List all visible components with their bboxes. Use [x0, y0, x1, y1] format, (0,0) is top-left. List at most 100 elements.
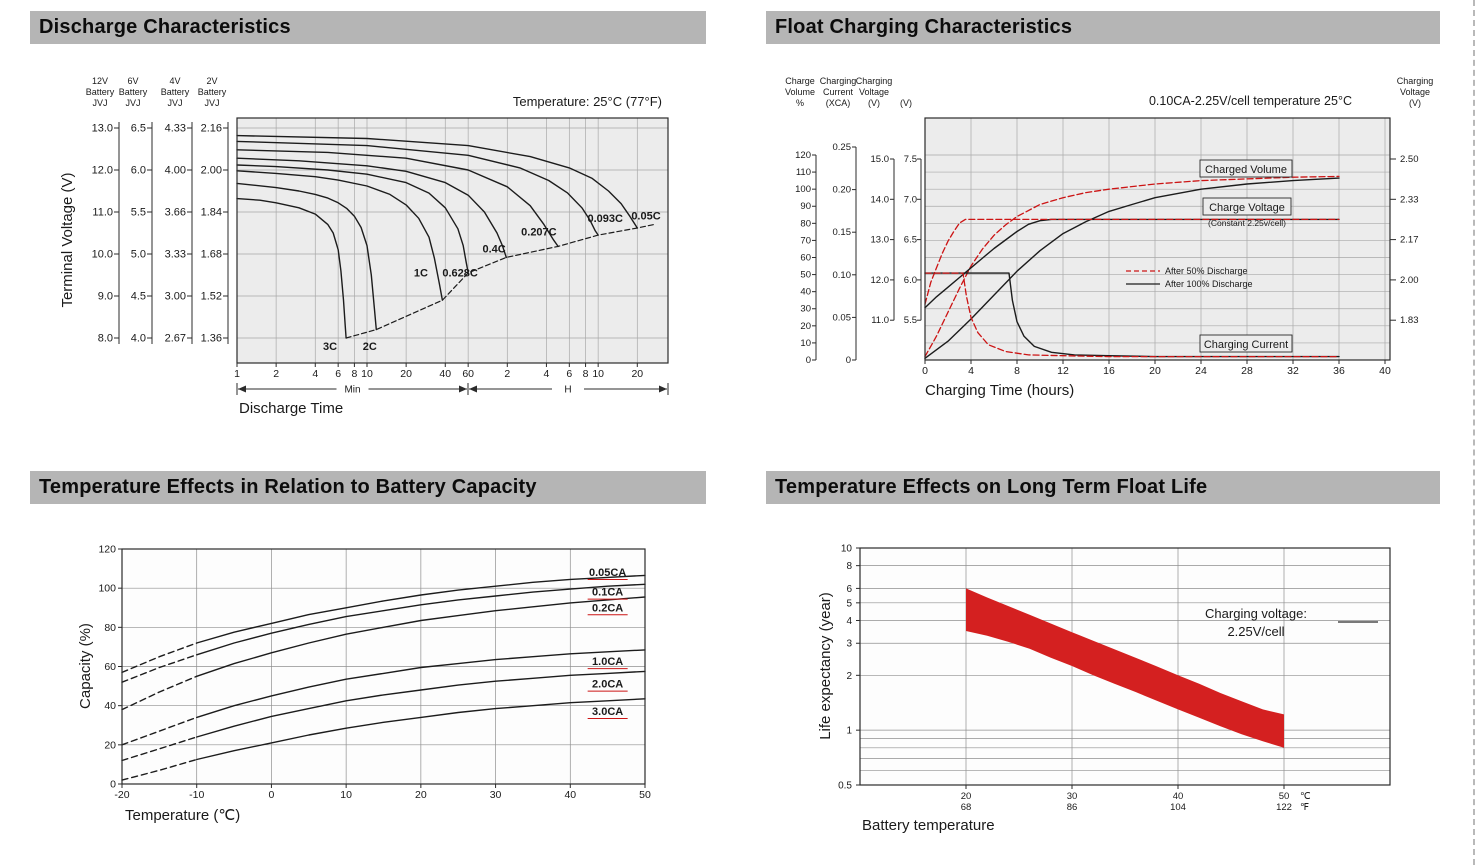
- curve-charging_current_after_100pct: [924, 272, 1340, 358]
- curve-1.0CA-dashed: [121, 716, 198, 746]
- rate-label: 0.207C: [521, 227, 557, 239]
- rate-label: 2.0CA: [592, 679, 623, 691]
- curve-charge_voltage_after_100pct: [924, 218, 1340, 309]
- y-tick-label: 4: [846, 616, 852, 627]
- rate-label: 2C: [363, 341, 377, 353]
- axis-tick-label: 4.00: [165, 165, 186, 177]
- section-title: Temperature Effects in Relation to Batte…: [39, 476, 537, 498]
- axis-header: JVJ: [92, 98, 107, 108]
- x-tick-label: 4: [312, 368, 318, 380]
- axis-tick-label: 13.0: [871, 235, 890, 246]
- x-tick-label: 32: [1287, 365, 1299, 377]
- axis-header: %: [796, 98, 804, 108]
- axis-tick-label: 0.15: [833, 227, 852, 238]
- curve-0.4C: [236, 157, 507, 259]
- axis-tick-label: 10.0: [92, 249, 113, 261]
- curve-sublabel: (Constant 2.25v/cell): [1208, 218, 1286, 228]
- axis-tick-label: 7.0: [904, 194, 917, 205]
- x-tick-label: 0: [269, 789, 275, 801]
- charging-curves: [924, 175, 1340, 359]
- axis-tick-label: 15.0: [871, 154, 890, 165]
- axis-header: (XCA): [826, 98, 851, 108]
- x-axis-title: Temperature (℃): [125, 807, 240, 824]
- axis-header: Battery: [86, 87, 115, 97]
- curve-0.093C: [236, 140, 599, 236]
- y-tick-label: 10: [841, 543, 853, 554]
- axis-header: JVJ: [125, 98, 140, 108]
- axis-tick-label: 4.33: [165, 123, 186, 135]
- curve-0.05C: [236, 134, 638, 229]
- x-axis-title: Discharge Time: [239, 400, 343, 417]
- axis-tick-label: 8.0: [98, 333, 113, 345]
- curve-charge_voltage_after_50pct: [924, 218, 1340, 305]
- axis-tick-label: 2.16: [201, 123, 222, 135]
- axis-tick-label: 70: [800, 235, 811, 246]
- axis-tick-label: 0.20: [833, 185, 852, 196]
- x-tick-label: 36: [1333, 365, 1345, 377]
- rate-label: 1.0CA: [592, 656, 623, 668]
- y-tick-label: 0: [110, 779, 116, 791]
- rate-label: 0.4C: [482, 243, 505, 255]
- arrowhead: [459, 385, 467, 393]
- axis-tick-label: 1.83: [1400, 315, 1419, 326]
- x-tick-label: 4: [968, 365, 974, 377]
- curve-3C: [236, 197, 347, 339]
- gridlines: [236, 118, 668, 363]
- annotation-line-1: Charging voltage:: [1205, 606, 1307, 621]
- rate-label: 0.2CA: [592, 602, 623, 614]
- curve-0.1CA-dashed: [121, 654, 198, 683]
- x-tick-label-celsius: 50: [1279, 791, 1290, 802]
- curve-label: Charged Volume: [1205, 164, 1287, 176]
- x-tick-label: 16: [1103, 365, 1115, 377]
- axis-header: Battery: [161, 87, 190, 97]
- axis-header: Current: [823, 87, 854, 97]
- plot-frame: [924, 117, 1391, 361]
- axis-header: 4V: [169, 76, 180, 86]
- discharge-characteristics-chart: 12VBatteryJVJ13.012.011.010.09.08.06VBat…: [59, 76, 669, 417]
- axis-section-label: Min: [344, 385, 360, 396]
- x-tick-label: 8: [583, 368, 589, 380]
- axis-header: Volume: [785, 87, 815, 97]
- x-tick-label: 10: [361, 368, 373, 380]
- axis-header: Charging: [856, 76, 893, 86]
- plot-frame: [121, 548, 646, 785]
- condition-note: 0.10CA-2.25V/cell temperature 25°C: [1149, 94, 1352, 108]
- annotation-line-2: 2.25V/cell: [1227, 624, 1284, 639]
- x-tick-label: 8: [351, 368, 357, 380]
- x-tick-label: 40: [1379, 365, 1391, 377]
- axis-tick-label: 2.00: [201, 165, 222, 177]
- axis-tick-label: 4.0: [131, 333, 146, 345]
- rate-label: 0.05C: [631, 211, 660, 223]
- axis-header: Battery: [119, 87, 148, 97]
- curve-2.0CA-dashed: [121, 736, 198, 762]
- x-tick-label: 20: [1149, 365, 1161, 377]
- y-axis-title: Capacity (%): [77, 623, 94, 709]
- fahrenheit-unit-label: ℉: [1300, 802, 1309, 813]
- curve-label-box: [1199, 159, 1293, 178]
- axis-tick-label: 3.66: [165, 207, 186, 219]
- y-tick-label: 3: [846, 639, 852, 650]
- y-tick-label: 40: [104, 700, 116, 712]
- axis-tick-label: 20: [800, 321, 811, 332]
- charging-voltage-annotation: Charging voltage: 2.25V/cell: [1205, 606, 1378, 639]
- axis-tick-label: 90: [800, 201, 811, 212]
- x-tick-label: 30: [490, 789, 502, 801]
- x-tick-label-celsius: 40: [1173, 791, 1184, 802]
- curve-0.1CA: [195, 583, 646, 656]
- axis-tick-label: 6.5: [131, 123, 146, 135]
- x-axis: 0 4 8 12 16 20 24 28 32 36 40: [922, 360, 1391, 377]
- axis-tick-label: 120: [795, 150, 811, 161]
- axis-tick-label: 14.0: [871, 194, 890, 205]
- curve-rate-labels: 3C 2C 1C 0.628C 0.4C 0.207C 0.093C 0.05C: [323, 211, 661, 353]
- axis-tick-label: 0.25: [833, 142, 852, 153]
- x-tick-label: 8: [1014, 365, 1020, 377]
- float-charging-chart: ChargeVolume%120110100908070605040302010…: [785, 76, 1433, 399]
- y-axis-title: Terminal Voltage (V): [59, 172, 76, 307]
- curve-1C: [236, 170, 444, 301]
- axis-tick-label: 3.33: [165, 249, 186, 261]
- x-tick-label: 6: [566, 368, 572, 380]
- y-tick-label: 8: [846, 561, 852, 572]
